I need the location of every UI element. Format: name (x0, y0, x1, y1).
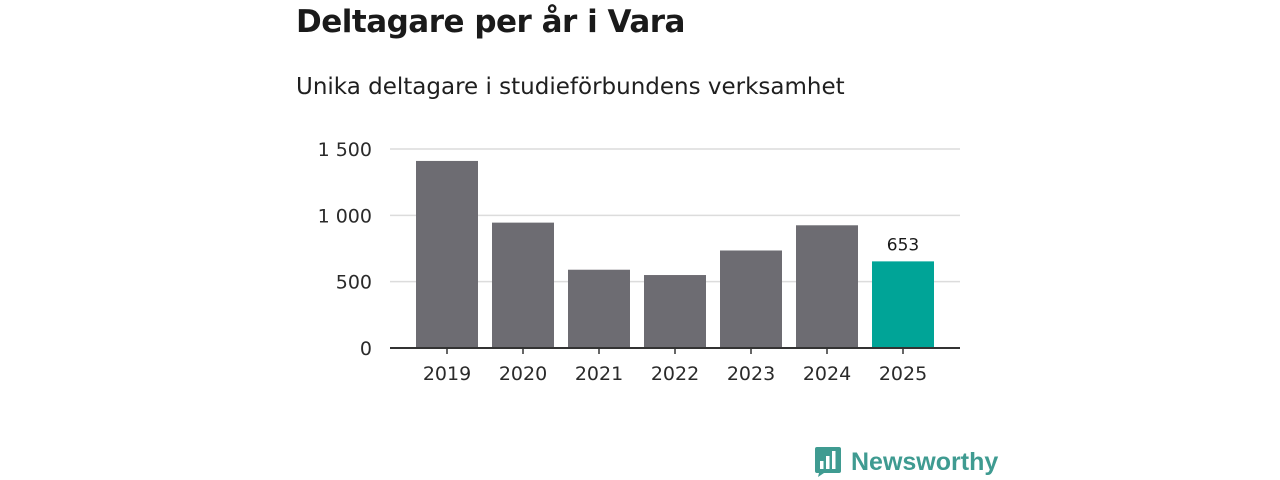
x-axis (390, 347, 960, 354)
x-axis-tick-labels: 2019 2020 2021 2022 2023 2024 2025 (423, 363, 927, 385)
bar-2025 (872, 261, 934, 348)
x-tick-label: 2020 (499, 363, 547, 385)
brand-name: Newsworthy (851, 447, 999, 476)
bar-2022 (644, 275, 706, 348)
chart-subtitle: Unika deltagare i studieförbundens verks… (296, 74, 845, 100)
y-tick-label: 1 500 (318, 139, 372, 161)
x-tick-label: 2023 (727, 363, 775, 385)
bar-2020 (492, 222, 554, 348)
bar-2021 (568, 269, 630, 348)
bar-2019 (416, 160, 478, 348)
data-label: 653 (887, 235, 919, 255)
x-tick-label: 2021 (575, 363, 623, 385)
data-labels: 653 (887, 235, 919, 255)
chart-title: Deltagare per år i Vara (296, 4, 685, 40)
x-tick-label: 2022 (651, 363, 699, 385)
x-tick-label: 2024 (803, 363, 851, 385)
bar-chart-logo-icon (815, 447, 841, 477)
y-tick-label: 0 (360, 338, 372, 360)
y-tick-label: 1 000 (318, 205, 372, 227)
y-tick-label: 500 (336, 272, 372, 294)
bar-2023 (720, 250, 782, 348)
bar-2024 (796, 225, 858, 348)
bars (416, 160, 934, 348)
y-axis-tick-labels: 0 500 1 000 1 500 (318, 139, 372, 360)
x-tick-label: 2019 (423, 363, 471, 385)
x-tick-label: 2025 (879, 363, 927, 385)
newsworthy-brand: Newsworthy (815, 446, 998, 478)
